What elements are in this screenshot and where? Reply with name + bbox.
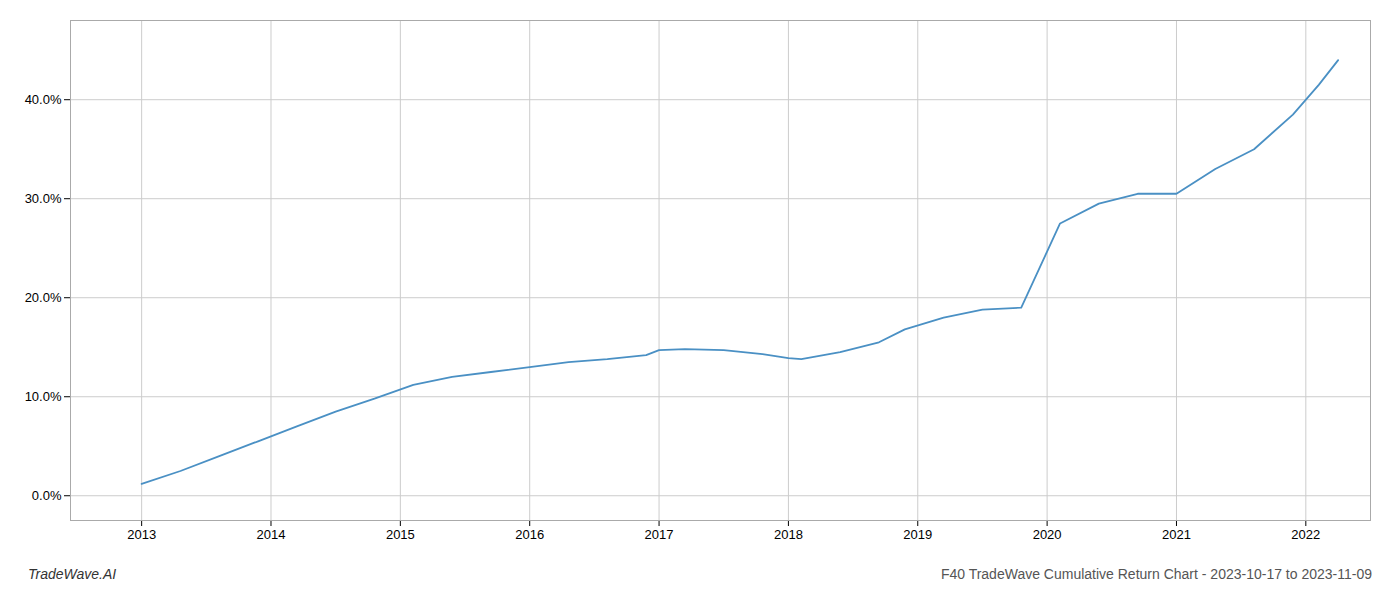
svg-text:10.0%: 10.0% [25,389,62,404]
svg-text:2021: 2021 [1162,527,1191,542]
svg-text:2016: 2016 [515,527,544,542]
svg-text:20.0%: 20.0% [25,290,62,305]
svg-text:2013: 2013 [127,527,156,542]
svg-text:2017: 2017 [645,527,674,542]
svg-text:2014: 2014 [257,527,286,542]
svg-text:40.0%: 40.0% [25,92,62,107]
svg-text:2022: 2022 [1291,527,1320,542]
svg-text:0.0%: 0.0% [32,488,62,503]
svg-text:2019: 2019 [903,527,932,542]
svg-text:30.0%: 30.0% [25,191,62,206]
html-text:TradeWave.AI: TradeWave.AI [28,566,117,582]
html-text:F40 TradeWave Cumulative Retur: F40 TradeWave Cumulative Return Chart - … [940,566,1372,582]
svg-text:2018: 2018 [774,527,803,542]
svg-text:2020: 2020 [1033,527,1062,542]
svg-text:2015: 2015 [386,527,415,542]
